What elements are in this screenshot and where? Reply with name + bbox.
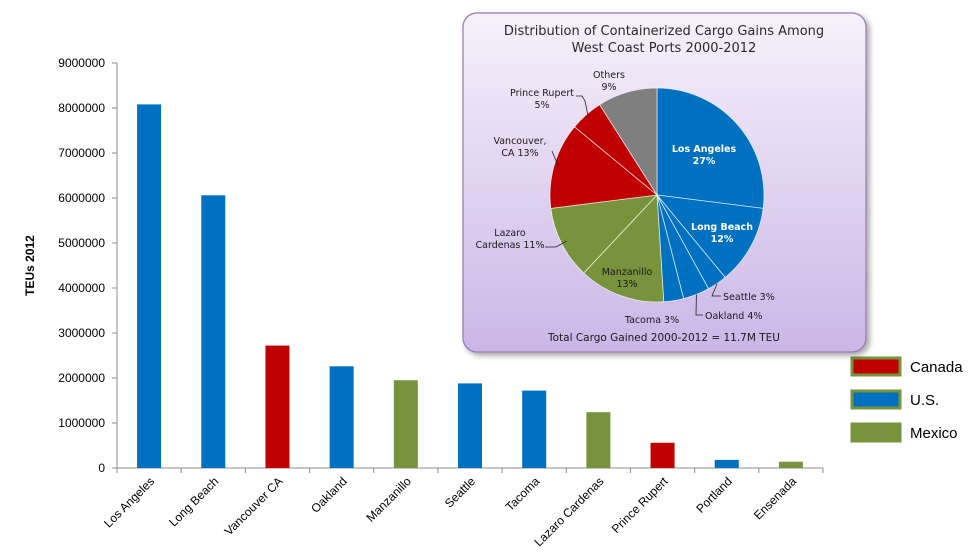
- x-tick-label: Vancouver CA: [222, 474, 286, 538]
- legend-label: Canada: [910, 359, 963, 376]
- x-tick-label: Lazaro Cardenas: [531, 474, 606, 549]
- x-tick-label: Manzanillo: [363, 474, 414, 525]
- y-tick-label: 2000000: [58, 371, 105, 385]
- bar-portland: [714, 459, 739, 468]
- bar-vancouver-ca: [265, 345, 290, 468]
- pie-slices: [549, 87, 765, 303]
- pie-label: 27%: [693, 156, 716, 167]
- x-tick-label: Seattle: [442, 474, 479, 511]
- bar-tacoma: [522, 390, 547, 468]
- pie-slice-long-beach: [656, 194, 764, 279]
- bar-oakland: [329, 366, 354, 468]
- pie-label: Los Angeles: [672, 144, 737, 155]
- y-tick-label: 6000000: [58, 191, 105, 205]
- bar-lazaro-cardenas: [586, 412, 611, 468]
- x-tick-labels: Los Angeles Long Beach Vancouver CA Oakland…: [101, 474, 799, 549]
- pie-label: Cardenas 11%: [476, 240, 545, 251]
- bar-series: [137, 104, 803, 469]
- y-tick-label: 8000000: [58, 101, 105, 115]
- y-tick-label: 1000000: [58, 416, 105, 430]
- x-tick-label: Long Beach: [166, 474, 221, 529]
- pie-slice-others: [599, 87, 658, 197]
- pie-label: CA 13%: [501, 148, 538, 159]
- legend: Canada U.S. Mexico: [850, 356, 963, 443]
- y-axis-title: TEUs 2012: [23, 235, 37, 296]
- y-tick-label: 3000000: [58, 326, 105, 340]
- bar-ensenada: [778, 461, 803, 468]
- pie-leader-line: [695, 294, 703, 316]
- bar-manzanillo: [393, 380, 418, 468]
- y-tick-label: 7000000: [58, 146, 105, 160]
- y-tick-label: 0: [98, 461, 105, 475]
- bar-seattle: [458, 383, 482, 468]
- y-tick-label: 9000000: [58, 56, 105, 70]
- legend-swatch-us: [850, 389, 902, 410]
- pie-slice-vancouver-ca: [549, 126, 658, 209]
- pie-leader-line: [576, 95, 589, 118]
- pie-inset: Distribution of Containerized Cargo Gain…: [462, 12, 867, 353]
- pie-slice-manzanillo: [583, 194, 665, 303]
- pie-label: 5%: [534, 100, 549, 111]
- pie-title-line: West Coast Ports 2000-2012: [572, 41, 757, 56]
- pie-label: Manzanillo: [602, 267, 653, 278]
- bar-long-beach: [201, 195, 226, 469]
- legend-label: U.S.: [910, 392, 939, 409]
- y-tick-label: 5000000: [58, 236, 105, 250]
- bar-prince-rupert: [650, 442, 675, 468]
- x-tick-label: Portland: [693, 474, 735, 516]
- legend-swatch-mexico: [850, 422, 902, 443]
- pie-label: Lazaro: [494, 228, 526, 239]
- x-tick-label: Oakland: [308, 474, 350, 516]
- pie-slice-los-angeles: [656, 87, 765, 209]
- pie-leader-line: [711, 283, 721, 297]
- pie-label: 13%: [616, 279, 637, 290]
- pie-label: Oakland 4%: [705, 311, 762, 322]
- legend-label: Mexico: [910, 425, 958, 442]
- pie-label: Vancouver,: [493, 136, 546, 147]
- pie-label: Tacoma 3%: [624, 315, 679, 326]
- bar-axes: 0 1000000 2000000 3000000 4000000 5000000 6000…: [58, 56, 824, 475]
- pie-label: 12%: [711, 234, 734, 245]
- pie-label: Long Beach: [691, 222, 753, 233]
- pie-label: Seattle 3%: [723, 292, 775, 303]
- pie-label: 9%: [601, 82, 616, 93]
- pie-leader-line: [551, 150, 559, 167]
- pie-label: Others: [593, 70, 625, 81]
- pie-title-line: Distribution of Containerized Cargo Gain…: [504, 24, 824, 39]
- x-tick-label: Tacoma: [503, 474, 543, 514]
- x-tick-label: Los Angeles: [101, 474, 157, 530]
- y-tick-label: 4000000: [58, 281, 105, 295]
- bar-los-angeles: [137, 104, 162, 469]
- x-tick-label: Ensenada: [751, 474, 799, 522]
- pie-footer: Total Cargo Gained 2000-2012 = 11.7M TEU: [547, 332, 780, 344]
- x-tick-label: Prince Rupert: [609, 474, 671, 536]
- legend-swatch-canada: [850, 356, 902, 377]
- pie-label: Prince Rupert: [510, 88, 574, 99]
- pie-leader-line: [545, 240, 567, 248]
